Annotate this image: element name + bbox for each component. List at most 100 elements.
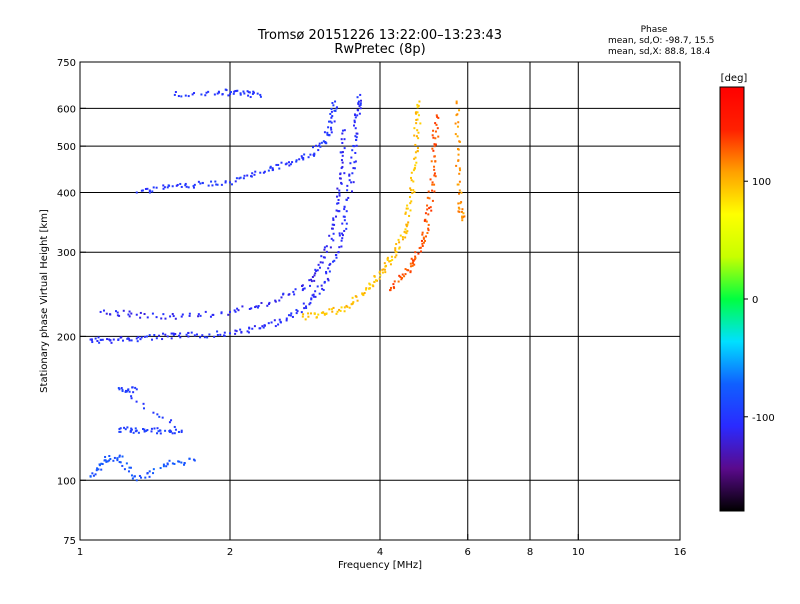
trace-fill-point — [355, 144, 358, 147]
trace-fill-point — [327, 126, 330, 129]
trace-fill-point — [190, 331, 193, 334]
trace-fill-point — [326, 133, 329, 136]
trace-fill-point — [320, 255, 323, 258]
trace-point — [99, 310, 102, 313]
trace-fill-point — [343, 215, 346, 218]
trace-fill-point — [167, 184, 170, 187]
trace-fill-point — [295, 308, 298, 311]
trace-fill-point — [317, 313, 320, 316]
trace-fill-point — [332, 239, 335, 242]
trace-fill-point — [419, 122, 422, 125]
trace-fill-point — [224, 181, 227, 184]
trace — [89, 93, 362, 344]
trace-fill-point — [304, 318, 307, 321]
trace-fill-point — [213, 93, 216, 96]
trace-fill-point — [388, 260, 391, 263]
trace-fill-point — [409, 270, 412, 273]
trace-fill-point — [188, 457, 191, 460]
trace-point — [193, 459, 196, 462]
trace-fill-point — [408, 214, 411, 217]
trace-fill-point — [179, 336, 182, 339]
trace-fill-point — [311, 294, 314, 297]
trace-fill-point — [431, 134, 434, 137]
trace-fill-point — [431, 183, 434, 186]
trace-fill-point — [400, 278, 403, 281]
trace-fill-point — [322, 289, 325, 292]
trace-fill-point — [422, 241, 425, 244]
trace-fill-point — [274, 299, 277, 302]
trace-fill-point — [204, 310, 207, 313]
trace-fill-point — [324, 140, 327, 143]
trace-fill-point — [315, 269, 318, 272]
trace-fill-point — [312, 153, 315, 156]
trace-fill-point — [159, 467, 162, 470]
trace-fill-point — [94, 337, 97, 340]
trace-fill-point — [356, 132, 359, 135]
trace-fill-point — [417, 137, 420, 140]
trace-fill-point — [461, 216, 464, 219]
trace-fill-point — [348, 173, 351, 176]
trace-fill-point — [146, 429, 149, 432]
trace-fill-point — [307, 315, 310, 318]
trace-fill-point — [425, 220, 428, 223]
trace-fill-point — [331, 115, 334, 118]
trace-fill-point — [404, 212, 407, 215]
trace-fill-point — [260, 301, 263, 304]
trace-fill-point — [124, 389, 127, 392]
trace-fill-point — [427, 229, 430, 232]
trace-fill-point — [187, 95, 190, 98]
trace-fill-point — [105, 460, 108, 463]
trace-fill-point — [300, 311, 303, 314]
trace-fill-point — [128, 310, 131, 313]
trace-fill-point — [256, 306, 259, 309]
trace-fill-point — [351, 296, 354, 299]
trace-fill-point — [381, 268, 384, 271]
trace-fill-point — [220, 311, 223, 314]
trace-point — [416, 129, 419, 132]
trace-fill-point — [330, 110, 333, 113]
trace-fill-point — [162, 184, 165, 187]
trace-fill-point — [458, 189, 461, 192]
trace-point — [118, 388, 121, 391]
trace-fill-point — [251, 327, 254, 330]
trace-fill-point — [207, 184, 210, 187]
trace-point — [340, 167, 343, 170]
trace-fill-point — [298, 158, 301, 161]
trace-fill-point — [295, 160, 298, 163]
x-axis-ticks: 1 2 4 6 8 10 16 — [77, 534, 686, 558]
trace-fill-point — [354, 116, 357, 119]
trace-fill-point — [210, 180, 213, 183]
trace-fill-point — [173, 462, 176, 465]
trace-fill-point — [252, 91, 255, 94]
trace-fill-point — [334, 109, 337, 112]
trace-fill-point — [335, 209, 338, 212]
trace-fill-point — [289, 314, 292, 317]
trace-fill-point — [460, 191, 463, 194]
trace-fill-point — [150, 338, 153, 341]
trace-fill-point — [97, 336, 100, 339]
trace-fill-point — [159, 432, 162, 435]
trace-fill-point — [287, 314, 290, 317]
trace-fill-point — [158, 415, 161, 418]
trace-fill-point — [428, 197, 431, 200]
trace-fill-point — [173, 432, 176, 435]
trace-fill-point — [409, 209, 412, 212]
trace-fill-point — [261, 325, 264, 328]
trace-fill-point — [134, 386, 137, 389]
trace-fill-point — [303, 307, 306, 310]
trace-fill-point — [123, 426, 126, 429]
trace-fill-point — [130, 474, 133, 477]
trace-fill-point — [458, 192, 461, 195]
trace-fill-point — [204, 94, 207, 97]
trace-fill-point — [430, 160, 433, 163]
trace-fill-point — [332, 232, 335, 235]
trace-fill-point — [415, 135, 418, 138]
trace-fill-point — [267, 169, 270, 172]
trace-fill-point — [164, 333, 167, 336]
trace-fill-point — [114, 310, 117, 313]
trace-fill-point — [116, 311, 119, 314]
trace-fill-point — [208, 333, 211, 336]
trace-fill-point — [172, 315, 175, 318]
trace-fill-point — [100, 468, 103, 471]
trace-fill-point — [414, 151, 417, 154]
